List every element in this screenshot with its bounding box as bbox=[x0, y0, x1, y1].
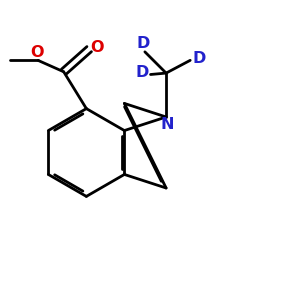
Text: D: D bbox=[136, 65, 149, 80]
Text: D: D bbox=[192, 52, 205, 67]
Text: D: D bbox=[137, 36, 150, 52]
Text: N: N bbox=[161, 118, 174, 132]
Text: O: O bbox=[30, 45, 43, 60]
Text: O: O bbox=[90, 40, 104, 55]
